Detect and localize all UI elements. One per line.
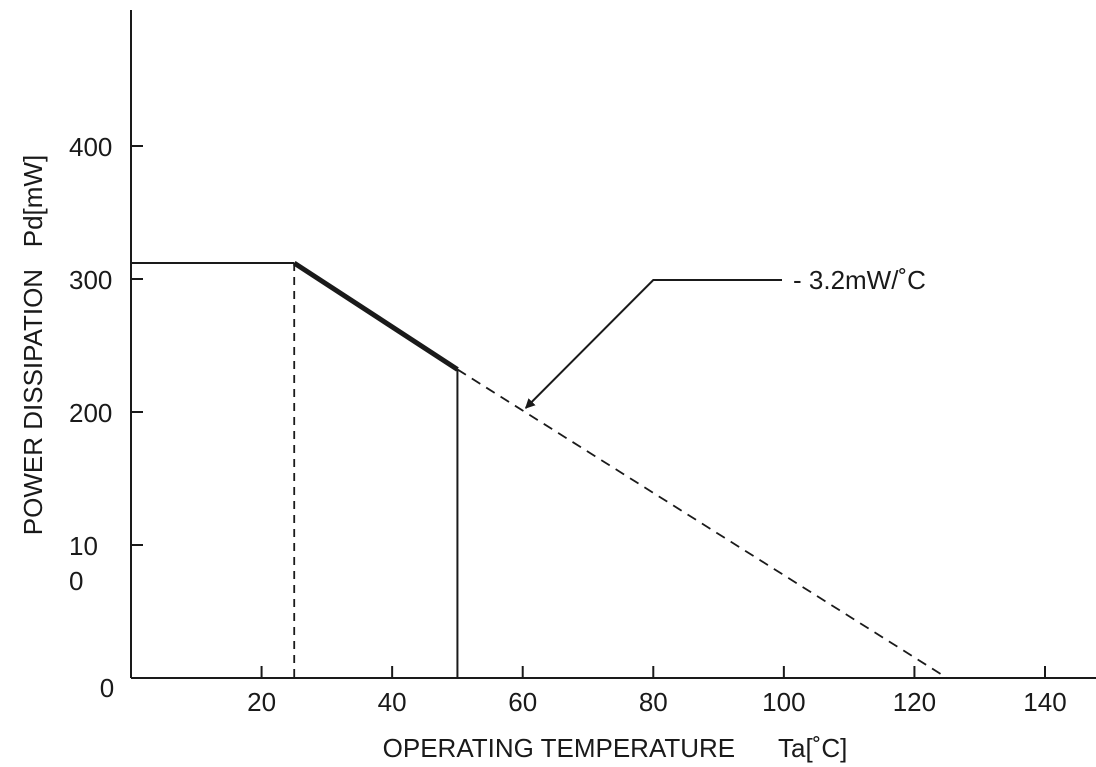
y-tick-label: 10 0 [69,531,98,596]
derating-slope-segment [292,260,459,372]
slope-annotation: - 3.2mW/˚C [793,265,926,295]
x-tick-label: 80 [639,687,668,717]
y-axis-title: POWER DISSIPATION Pd[mW] [18,155,48,535]
x-axis-title: OPERATING TEMPERATURE Ta[˚C] [383,733,848,763]
y-tick-label: 400 [69,132,112,162]
x-tick-label: 120 [893,687,936,717]
x-ticks: 20 40 60 80 100 120 140 [247,666,1067,717]
origin-label: 0 [100,673,114,703]
x-tick-label: 100 [762,687,805,717]
x-tick-label: 60 [508,687,537,717]
y-tick-label: 300 [69,265,112,295]
annotation-arrow [525,279,782,409]
y-tick-label: 200 [69,398,112,428]
x-tick-label: 40 [378,687,407,717]
x-tick-label: 140 [1023,687,1066,717]
x-tick-label: 20 [247,687,276,717]
y-ticks: 10 0 200 300 400 [69,132,143,596]
derating-extrapolated-segment [456,368,948,679]
